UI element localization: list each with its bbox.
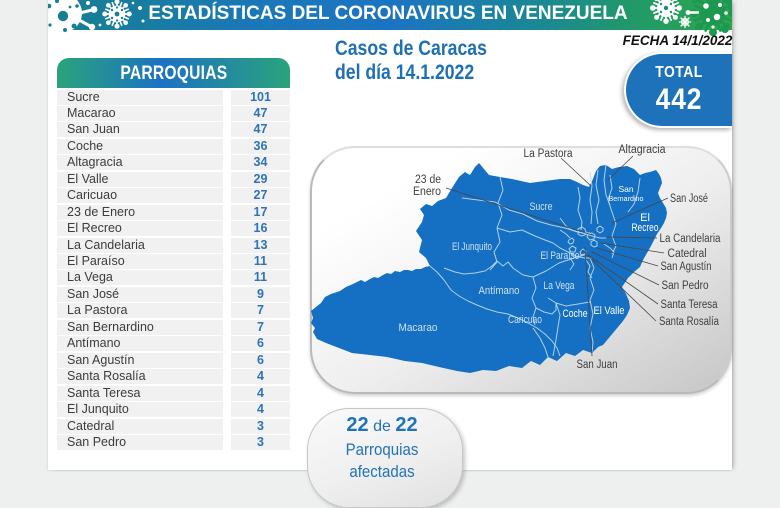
svg-text:Santa Rosalía: Santa Rosalía xyxy=(659,316,719,328)
svg-text:San Pedro: San Pedro xyxy=(662,280,709,292)
svg-text:San Juan: San Juan xyxy=(577,359,618,371)
svg-text:San Agustín: San Agustín xyxy=(661,261,712,273)
svg-text:Enero: Enero xyxy=(413,186,441,198)
svg-text:El Valle: El Valle xyxy=(594,305,625,317)
svg-text:Santa Teresa: Santa Teresa xyxy=(661,299,719,311)
svg-text:Coche: Coche xyxy=(563,308,588,320)
svg-text:La Vega: La Vega xyxy=(544,280,576,292)
svg-text:San: San xyxy=(618,184,633,194)
svg-text:La Pastora: La Pastora xyxy=(524,148,574,160)
svg-text:San José: San José xyxy=(670,193,708,205)
svg-text:Sucre: Sucre xyxy=(530,201,553,213)
svg-text:Macarao: Macarao xyxy=(399,322,438,334)
svg-text:Altagracia: Altagracia xyxy=(619,144,667,156)
svg-text:El Paraíso: El Paraíso xyxy=(541,250,580,262)
svg-text:Caricuao: Caricuao xyxy=(508,314,542,326)
svg-text:El Junquito: El Junquito xyxy=(452,241,492,253)
svg-text:Recreo: Recreo xyxy=(632,222,659,234)
svg-text:La Candelaria: La Candelaria xyxy=(660,233,722,245)
svg-text:Antímano: Antímano xyxy=(479,285,520,297)
svg-text:Bernardino: Bernardino xyxy=(609,194,644,203)
svg-text:Catedral: Catedral xyxy=(668,248,707,260)
svg-text:23 de: 23 de xyxy=(415,174,441,186)
svg-text:El: El xyxy=(640,212,650,224)
